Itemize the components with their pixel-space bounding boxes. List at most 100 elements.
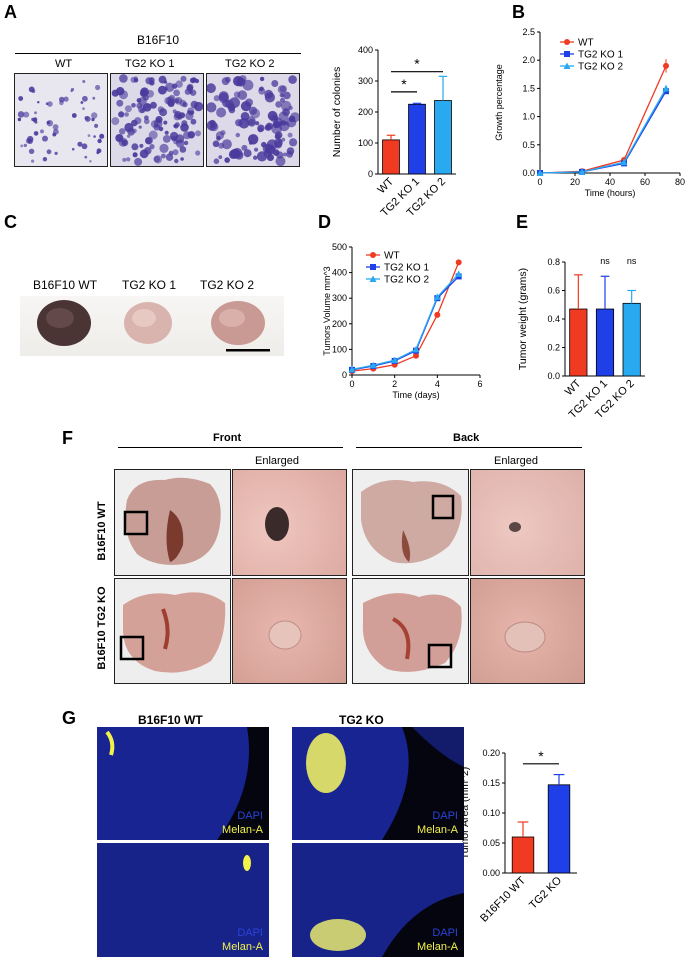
x-tick-label: 0 [537, 177, 542, 187]
x-axis-label: Time (hours) [585, 188, 636, 198]
panel-label-c: C [4, 212, 17, 232]
colony-dots-wt [17, 80, 105, 163]
if-dapi-label-1: DAPI [237, 810, 263, 822]
liver-wt-front-zoom [232, 469, 347, 576]
if-title-ko: TG2 KO [339, 713, 384, 727]
y-tick-label: 0.00 [482, 868, 500, 878]
y-axis-label: Number of colonies [331, 67, 343, 157]
legend-label: TG2 KO 2 [384, 275, 429, 286]
point [412, 345, 420, 353]
y-tick-label: 0.6 [547, 286, 560, 296]
x-tick-label: 80 [675, 177, 685, 187]
point [434, 311, 441, 318]
if-title-wt: B16F10 WT [138, 713, 203, 727]
bar-area-1 [547, 784, 571, 874]
point [455, 270, 463, 277]
y-tick-label: 1.5 [522, 83, 535, 93]
colony-plate-wt [14, 73, 108, 167]
plates-header-rule [15, 53, 301, 54]
panel-label-g: G [62, 708, 77, 728]
plate-label-ko1: TG2 KO 1 [125, 58, 175, 70]
bar-area-0 [511, 836, 535, 874]
y-axis-label: Tumors Volume mm^3 [322, 266, 332, 355]
y-axis-label: Tumor weight (grams) [517, 268, 529, 370]
y-tick-label: 2.0 [522, 55, 535, 65]
liver-wt-back [352, 469, 469, 576]
liver-ko-front-zoom [232, 578, 347, 684]
series-line-2 [539, 88, 667, 174]
legend-marker [370, 252, 376, 258]
legend-label: WT [384, 251, 400, 262]
if-image-wt-2: DAPI Melan-A [97, 843, 269, 957]
y-tick-label: 400 [358, 45, 373, 55]
enlarged-back: Enlarged [494, 455, 539, 467]
liver-ko-back-zoom [470, 578, 585, 684]
y-tick-label: 0.0 [522, 168, 535, 178]
plate-label-ko2: TG2 KO 2 [225, 58, 275, 70]
category-label: B16F10 WT [478, 874, 528, 924]
y-tick-label: 1.0 [522, 112, 535, 122]
y-tick-label: 100 [358, 138, 373, 148]
legend-marker [369, 275, 377, 282]
legend-marker [563, 62, 571, 69]
y-tick-label: 0.20 [482, 748, 500, 758]
y-tick-label: 0 [342, 370, 347, 380]
series-line-0 [351, 262, 460, 372]
if-image-ko-1: DAPI Melan-A [292, 727, 464, 840]
bar-weight-2 [622, 302, 641, 377]
y-tick-label: 500 [332, 242, 347, 252]
liver-wt-back-zoom [470, 469, 585, 576]
if-dapi-label-2: DAPI [432, 810, 458, 822]
tumor-photo [20, 296, 284, 356]
back-rule [356, 447, 582, 448]
if-image-ko-2: DAPI Melan-A [292, 843, 464, 957]
liver-ko-front [114, 578, 231, 684]
point [413, 352, 419, 359]
y-tick-label: 0.0 [547, 371, 560, 381]
enlarged-front: Enlarged [255, 455, 300, 467]
tumor-shapes [37, 300, 270, 352]
sig-star: * [401, 76, 407, 92]
y-tick-label: 100 [332, 344, 347, 354]
bar-colonies-1 [408, 103, 426, 175]
if-melan-label-3: Melan-A [222, 941, 263, 953]
if-melan-label-1: Melan-A [222, 824, 263, 836]
y-tick-label: 0.8 [547, 257, 560, 267]
y-tick-label: 0.4 [547, 314, 560, 324]
y-tick-label: 0.15 [482, 778, 500, 788]
colony-dots-ko1 [111, 74, 203, 166]
colony-plate-ko1 [110, 73, 204, 167]
series-line-2 [351, 273, 460, 371]
front-header: Front [213, 432, 242, 444]
if-image-wt-1: DAPI Melan-A [97, 727, 269, 840]
tumor-label-ko2: TG2 KO 2 [200, 278, 255, 292]
x-tick-label: 6 [477, 379, 482, 389]
y-tick-label: 200 [358, 107, 373, 117]
x-tick-label: 60 [640, 177, 650, 187]
x-tick-label: 2 [392, 379, 397, 389]
if-melan-label-2: Melan-A [417, 824, 458, 836]
legend-marker [564, 51, 570, 57]
colony-plate-ko2 [206, 73, 300, 167]
point [620, 158, 628, 166]
legend-marker [564, 39, 570, 45]
y-tick-label: 0.2 [547, 343, 560, 353]
y-tick-label: 300 [358, 76, 373, 86]
tumor-label-wt: B16F10 WT [33, 278, 98, 292]
bar-colonies-0 [382, 139, 400, 175]
y-axis-label: Growth percentage [494, 64, 504, 141]
panel-label-a: A [4, 2, 17, 22]
series-line-1 [539, 90, 667, 174]
tumor-label-ko1: TG2 KO 1 [122, 278, 177, 292]
legend-label: TG2 KO 1 [384, 263, 429, 274]
panel-label-e: E [516, 212, 529, 232]
point [433, 293, 441, 300]
liver-wt-front [114, 469, 231, 576]
legend-label: TG2 KO 1 [578, 50, 623, 61]
liver-ko-back [352, 578, 469, 684]
bar-weight-1 [595, 308, 615, 377]
if-dapi-label-3: DAPI [237, 927, 263, 939]
legend-label: TG2 KO 2 [578, 62, 623, 73]
x-tick-label: 20 [570, 177, 580, 187]
point [455, 259, 462, 266]
